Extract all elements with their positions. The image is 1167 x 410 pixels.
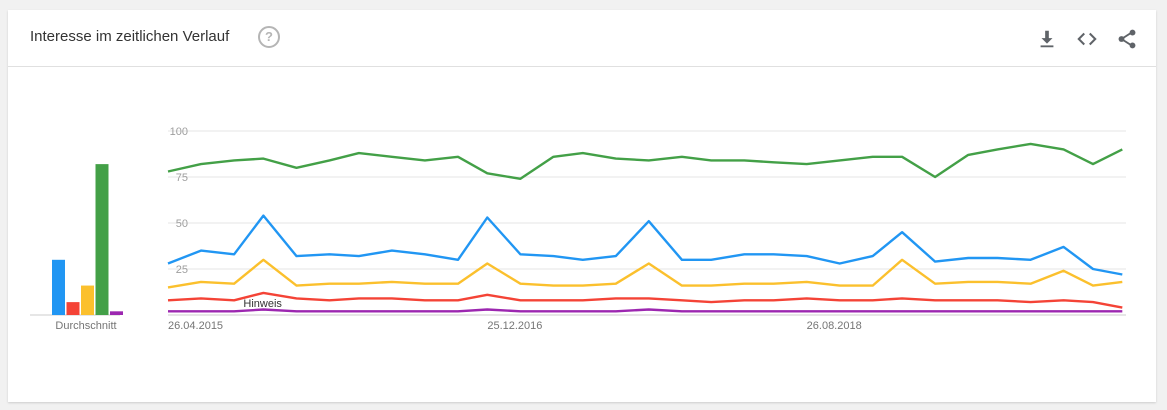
average-bar[interactable] [66,302,80,315]
y-tick-label: 50 [176,218,188,230]
series-line[interactable] [167,214,1123,276]
series-line[interactable] [167,291,1123,309]
y-tick-label: 100 [170,126,188,138]
card-title: Interesse im zeitlichen Verlauf [30,28,230,45]
average-bar[interactable] [81,285,94,315]
annotation-label[interactable]: Hinweis [243,298,282,310]
share-icon[interactable] [1116,28,1138,50]
chart-axes: 100 75 50 25 26.04.2015 25.12.2016 26.08.2018 H… [168,126,1126,332]
series-line[interactable] [167,258,1123,289]
average-bar[interactable] [52,259,65,315]
average-bar[interactable] [110,311,123,315]
x-tick-label: 26.08.2018 [807,320,862,332]
average-label: Durchschnitt [55,320,116,332]
y-tick-label: 75 [176,172,188,184]
y-tick-label: 25 [176,264,188,276]
chart-series [167,142,1123,313]
embed-icon[interactable] [1076,28,1098,50]
x-tick-label: 25.12.2016 [487,320,542,332]
help-icon[interactable]: ? [258,26,280,48]
x-tick-label: 26.04.2015 [168,320,223,332]
series-line[interactable] [167,142,1123,181]
series-line[interactable] [168,308,1123,313]
average-bar-chart: Durchschnitt [30,164,123,332]
card-header: Interesse im zeitlichen Verlauf ? [8,10,1156,67]
average-bar[interactable] [95,164,109,315]
download-icon[interactable] [1036,28,1058,50]
interest-over-time-card: Interesse im zeitlichen Verlauf ? [8,10,1156,402]
